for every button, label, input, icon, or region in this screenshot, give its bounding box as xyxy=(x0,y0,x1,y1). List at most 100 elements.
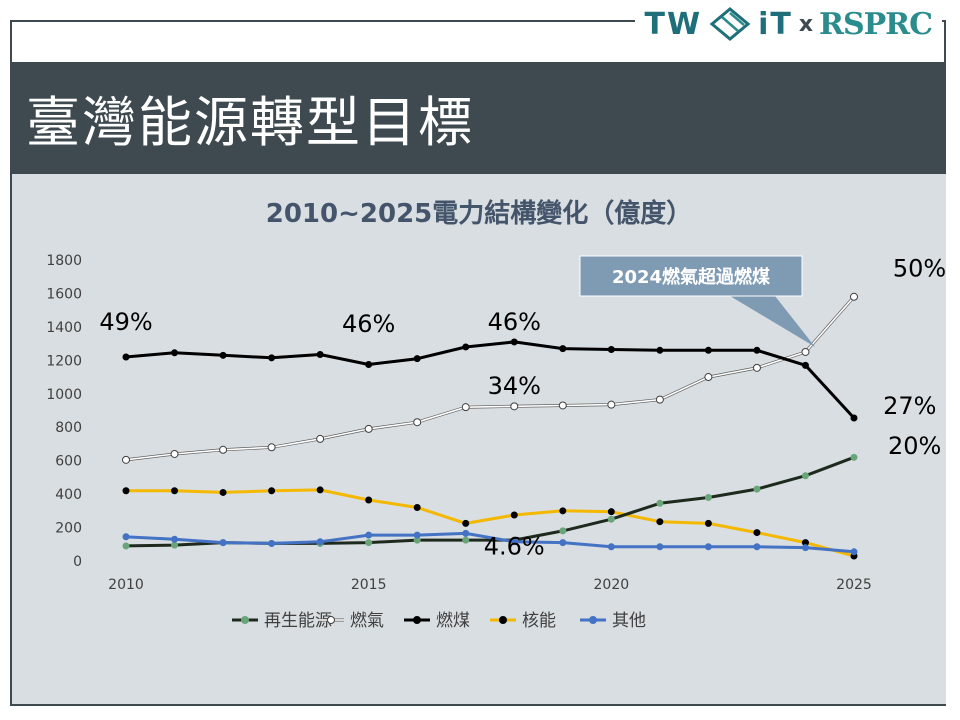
legend-marker-nuclear xyxy=(499,616,507,624)
data-point-other xyxy=(656,543,664,551)
data-point-gas xyxy=(558,401,567,410)
series-line-coal xyxy=(125,340,856,420)
data-point-gas xyxy=(267,443,276,452)
legend-label-gas: 燃氣 xyxy=(350,611,384,631)
data-point-nuclear xyxy=(656,518,664,526)
data-point-coal xyxy=(316,350,324,358)
legend-label-coal: 燃煤 xyxy=(436,611,470,631)
x-tick-label: 2025 xyxy=(836,577,872,593)
data-point-nuclear xyxy=(704,519,712,527)
logo-it-text: iT xyxy=(758,6,793,42)
annotation-gas-2018: 34% xyxy=(488,372,541,400)
data-point-nuclear xyxy=(316,486,324,494)
data-point-gas xyxy=(704,373,713,382)
logo-x-text: x xyxy=(798,11,814,37)
x-tick-label: 2020 xyxy=(594,577,630,593)
data-point-gas xyxy=(170,449,179,458)
data-point-gas xyxy=(752,363,761,372)
data-point-coal xyxy=(171,349,179,357)
data-point-coal xyxy=(753,346,761,354)
data-point-renewable xyxy=(607,515,615,523)
data-point-gas xyxy=(219,445,228,454)
data-point-coal xyxy=(413,355,421,363)
data-point-coal xyxy=(704,346,712,354)
data-point-gas xyxy=(413,418,422,427)
data-point-nuclear xyxy=(268,487,276,495)
legend-marker-coal xyxy=(413,616,421,624)
data-point-other xyxy=(171,535,179,543)
logo-tw-text: TW xyxy=(644,6,703,42)
callout-text: 2024燃氣超過燃煤 xyxy=(612,266,770,288)
legend-marker-gas xyxy=(327,616,335,624)
data-point-coal xyxy=(462,343,470,351)
data-point-renewable xyxy=(801,472,809,480)
data-point-other xyxy=(462,529,470,537)
diamond-logo-icon xyxy=(709,7,751,41)
y-tick-label: 0 xyxy=(73,554,82,570)
data-point-renewable xyxy=(559,527,567,535)
data-point-renewable xyxy=(753,485,761,493)
data-point-coal xyxy=(801,361,809,369)
annotation-coal-2015: 46% xyxy=(342,310,395,338)
annotation-renew-2025: 20% xyxy=(888,432,941,460)
data-point-nuclear xyxy=(559,507,567,515)
y-tick-label: 1800 xyxy=(46,253,82,269)
data-point-nuclear xyxy=(171,487,179,495)
x-tick-label: 2010 xyxy=(108,577,144,593)
data-point-gas xyxy=(461,403,470,412)
annotation-coal-2010: 49% xyxy=(99,308,152,336)
data-point-coal xyxy=(559,345,567,353)
data-point-renewable xyxy=(171,541,179,549)
data-point-gas xyxy=(655,395,664,404)
data-point-other xyxy=(268,539,276,547)
data-point-other xyxy=(607,543,615,551)
data-point-renewable xyxy=(365,539,373,547)
data-point-gas xyxy=(122,455,130,464)
chart-title: 2010~2025電力結構變化（億度） xyxy=(266,198,693,229)
logo-rsprc-text: RSPRC xyxy=(819,6,933,42)
data-point-coal xyxy=(268,354,276,362)
title-band xyxy=(12,62,946,174)
data-point-other xyxy=(704,543,712,551)
data-point-nuclear xyxy=(413,503,421,511)
data-point-coal xyxy=(850,414,858,422)
data-point-gas xyxy=(607,400,616,409)
y-tick-label: 600 xyxy=(55,454,82,470)
legend-label-renewable: 再生能源 xyxy=(264,611,332,631)
data-point-renewable xyxy=(656,499,664,507)
data-point-coal xyxy=(510,338,518,346)
annotation-coal-2025: 27% xyxy=(883,392,936,420)
legend-marker-renewable xyxy=(241,616,249,624)
callout-pointer xyxy=(730,296,816,347)
y-tick-label: 1400 xyxy=(46,320,82,336)
series-line-gas xyxy=(125,296,855,461)
data-point-other xyxy=(753,543,761,551)
series-line-nuclear xyxy=(126,488,855,558)
data-point-other xyxy=(413,531,421,539)
data-point-other xyxy=(365,531,373,539)
slide-title: 臺灣能源轉型目標 xyxy=(26,91,474,154)
annotation-other-2018: 4.6% xyxy=(484,532,545,560)
data-point-nuclear xyxy=(122,487,130,495)
data-point-nuclear xyxy=(607,508,615,516)
data-point-other xyxy=(559,539,567,547)
data-point-nuclear xyxy=(219,488,227,496)
series-line-other xyxy=(125,531,855,554)
data-point-nuclear xyxy=(462,519,470,527)
y-tick-label: 400 xyxy=(55,487,82,503)
data-point-other xyxy=(219,539,227,547)
annotation-coal-2018: 46% xyxy=(488,308,541,336)
data-point-nuclear xyxy=(510,511,518,519)
y-tick-label: 1200 xyxy=(46,353,82,369)
data-point-other xyxy=(850,548,858,556)
data-point-gas xyxy=(850,292,858,301)
data-point-coal xyxy=(122,353,130,361)
y-tick-label: 1600 xyxy=(46,286,82,302)
x-tick-label: 2015 xyxy=(351,577,387,593)
callout-box xyxy=(579,255,803,297)
data-point-other xyxy=(801,544,809,552)
line-chart: 2010~2025電力結構變化（億度） 0 200 400 600 800 1000 1200… xyxy=(46,198,946,631)
data-point-coal xyxy=(219,351,227,359)
y-tick-label: 800 xyxy=(55,420,82,436)
legend-label-other: 其他 xyxy=(612,611,646,631)
